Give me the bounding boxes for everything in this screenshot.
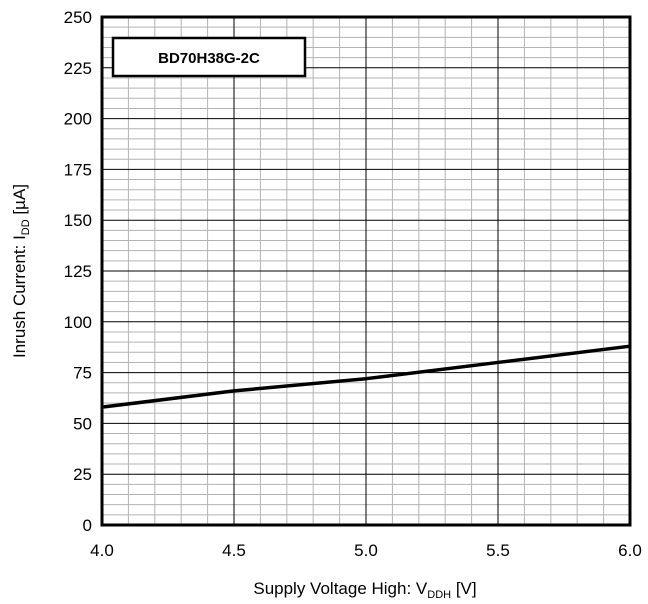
y-tick-label: 125	[64, 262, 92, 281]
x-tick-label: 4.5	[222, 541, 246, 560]
x-tick-label: 6.0	[618, 541, 642, 560]
x-axis-title: Supply Voltage High: VDDH [V]	[253, 579, 476, 601]
series-line	[101, 344, 631, 409]
legend-label: BD70H38G-2C	[158, 50, 260, 67]
x-tick-label: 5.0	[354, 541, 378, 560]
y-axis-title: Inrush Current: IDD [µA]	[10, 184, 32, 358]
x-tick-label: 5.5	[486, 541, 510, 560]
y-tick-label: 25	[73, 465, 92, 484]
y-tick-label: 225	[64, 59, 92, 78]
y-tick-label: 100	[64, 313, 92, 332]
y-tick-labels: 0 25 50 75 100 125 150 175 200 225 250	[64, 8, 92, 535]
y-tick-label: 175	[64, 160, 92, 179]
y-tick-label: 50	[73, 414, 92, 433]
y-tick-label: 75	[73, 364, 92, 383]
series-layer	[101, 344, 631, 409]
y-tick-label: 250	[64, 8, 92, 27]
y-tick-label: 0	[83, 516, 92, 535]
x-tick-label: 4.0	[90, 541, 114, 560]
legend-box: BD70H38G-2C	[111, 36, 307, 78]
y-tick-label: 200	[64, 110, 92, 129]
plot-frame	[100, 15, 632, 527]
x-tick-labels: 4.0 4.5 5.0 5.5 6.0	[90, 541, 642, 560]
y-tick-label: 150	[64, 211, 92, 230]
